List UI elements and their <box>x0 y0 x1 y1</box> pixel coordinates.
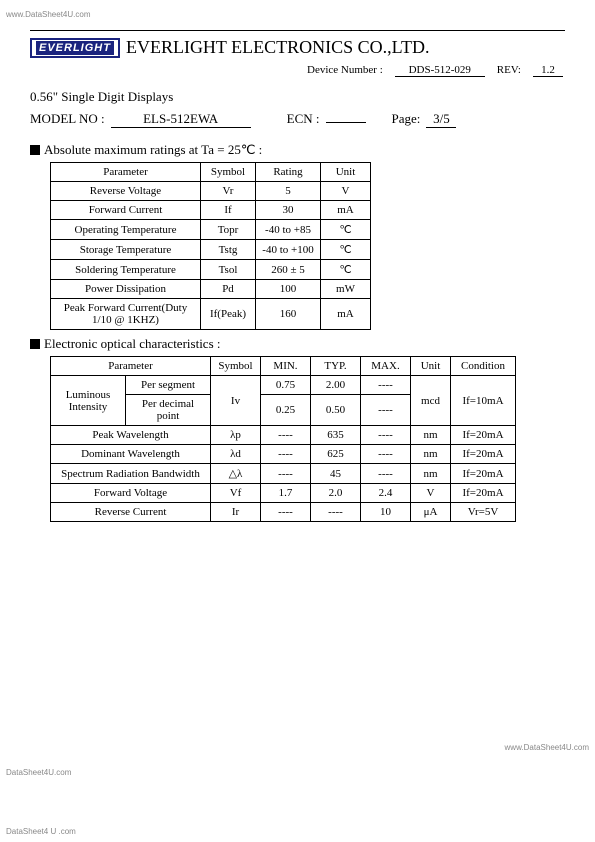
th-max: MAX. <box>361 357 411 376</box>
section-title-1: Absolute maximum ratings at Ta = 25℃ : <box>30 142 565 158</box>
cell-per-segment: Per segment <box>126 376 211 395</box>
table-row: Forward CurrentIf30mA <box>51 201 371 220</box>
th-parameter: Parameter <box>51 357 211 376</box>
table-row: Dominant Wavelengthλd----625----nmIf=20m… <box>51 445 516 464</box>
table-row: Reverse CurrentIr--------10μAVr=5V <box>51 503 516 522</box>
th-typ: TYP. <box>311 357 361 376</box>
cell-if10: If=10mA <box>451 376 516 426</box>
ecn-label: ECN : <box>287 111 320 127</box>
model-label: MODEL NO : <box>30 111 105 127</box>
table-header-row: Parameter Symbol Rating Unit <box>51 163 371 182</box>
table-row: Operating TemperatureTopr-40 to +85℃ <box>51 220 371 240</box>
logo-text: EVERLIGHT <box>36 41 114 55</box>
rev-label: REV: <box>497 64 521 76</box>
table-absolute-max: Parameter Symbol Rating Unit Reverse Vol… <box>50 162 371 330</box>
rev-value: 1.2 <box>533 64 563 77</box>
table-row: Forward VoltageVf1.72.02.4VIf=20mA <box>51 484 516 503</box>
th-symbol: Symbol <box>201 163 256 182</box>
table-row: Luminous Intensity Per segment Iv 0.75 2… <box>51 376 516 395</box>
cell-per-decimal: Per decimal point <box>126 395 211 426</box>
watermark-bottom-left1: DataSheet4U.com <box>6 768 71 777</box>
table2-title: Electronic optical characteristics : <box>44 336 221 352</box>
table-optical: Parameter Symbol MIN. TYP. MAX. Unit Con… <box>50 356 516 522</box>
ecn-value <box>326 122 366 123</box>
company-title: EVERLIGHT ELECTRONICS CO.,LTD. <box>126 37 430 58</box>
model-value: ELS-512EWA <box>111 111 251 128</box>
device-number-label: Device Number : <box>307 64 383 76</box>
table-row: Reverse VoltageVr5V <box>51 182 371 201</box>
table-row: Spectrum Radiation Bandwidth△λ----45----… <box>51 464 516 484</box>
th-unit: Unit <box>411 357 451 376</box>
th-parameter: Parameter <box>51 163 201 182</box>
table-header-row: Parameter Symbol MIN. TYP. MAX. Unit Con… <box>51 357 516 376</box>
section-title-2: Electronic optical characteristics : <box>30 336 565 352</box>
th-min: MIN. <box>261 357 311 376</box>
cell-luminous: Luminous Intensity <box>51 376 126 426</box>
watermark-bottom-right: www.DataSheet4U.com <box>505 743 589 752</box>
device-row: Device Number : DDS-512-029 REV: 1.2 <box>30 64 565 77</box>
table-row: Peak Wavelengthλp----635----nmIf=20mA <box>51 426 516 445</box>
th-symbol: Symbol <box>211 357 261 376</box>
product-line: 0.56" Single Digit Displays <box>30 89 565 105</box>
th-unit: Unit <box>321 163 371 182</box>
page-value: 3/5 <box>426 111 456 128</box>
device-number: DDS-512-029 <box>395 64 485 77</box>
cell-iv: Iv <box>211 376 261 426</box>
table-row: Peak Forward Current(Duty 1/10 @ 1KHZ)If… <box>51 299 371 330</box>
logo-box: EVERLIGHT <box>30 38 120 58</box>
table1-title: Absolute maximum ratings at Ta = 25℃ : <box>44 142 262 158</box>
table-row: Storage TemperatureTstg-40 to +100℃ <box>51 240 371 260</box>
th-condition: Condition <box>451 357 516 376</box>
page-content: EVERLIGHT EVERLIGHT ELECTRONICS CO.,LTD.… <box>0 0 595 552</box>
table-row: Power DissipationPd100mW <box>51 280 371 299</box>
th-rating: Rating <box>256 163 321 182</box>
cell-mcd: mcd <box>411 376 451 426</box>
table-row: Soldering TemperatureTsol260 ± 5℃ <box>51 260 371 280</box>
page-label: Page: <box>392 111 421 127</box>
header-row: EVERLIGHT EVERLIGHT ELECTRONICS CO.,LTD. <box>30 37 565 58</box>
watermark-top: www.DataSheet4U.com <box>6 10 90 19</box>
model-row: MODEL NO : ELS-512EWA ECN : Page: 3/5 <box>30 111 565 128</box>
watermark-bottom-left2: DataSheet4 U .com <box>6 827 76 836</box>
